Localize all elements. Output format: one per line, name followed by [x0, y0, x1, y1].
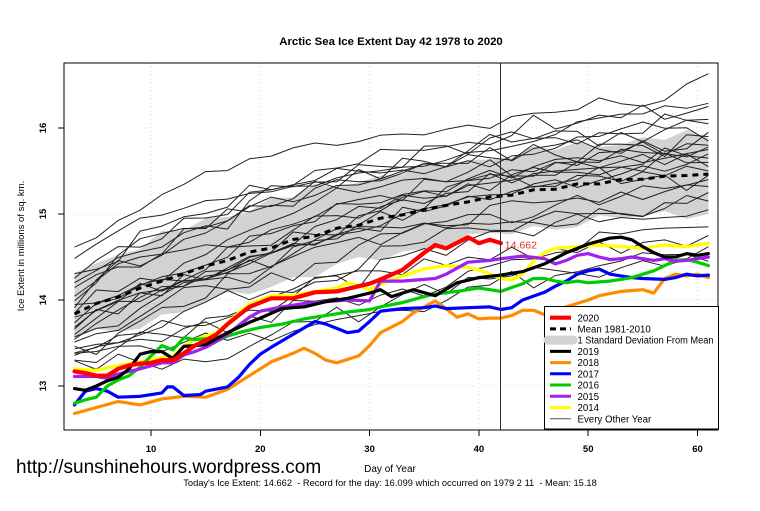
- svg-text:20: 20: [255, 444, 266, 455]
- svg-text:14: 14: [38, 294, 49, 305]
- svg-text:10: 10: [146, 444, 157, 455]
- svg-text:http://sunshinehours.wordpress: http://sunshinehours.wordpress.com: [16, 457, 321, 478]
- svg-text:2020: 2020: [578, 313, 600, 324]
- svg-text:15: 15: [38, 208, 49, 219]
- svg-text:40: 40: [474, 444, 485, 455]
- svg-text:2015: 2015: [578, 392, 600, 403]
- svg-text:16: 16: [38, 123, 49, 134]
- svg-text:Mean 1981-2010: Mean 1981-2010: [578, 325, 652, 336]
- svg-text:2016: 2016: [578, 381, 600, 392]
- svg-text:50: 50: [583, 444, 594, 455]
- svg-text:2019: 2019: [578, 347, 600, 358]
- svg-text:30: 30: [364, 444, 375, 455]
- svg-text:14.662: 14.662: [505, 240, 537, 252]
- svg-text:Ice Extent in millions of sq.: Ice Extent in millions of sq. km.: [16, 181, 27, 311]
- svg-text:Arctic Sea Ice Extent Day 42 1: Arctic Sea Ice Extent Day 42 1978 to 202…: [279, 36, 503, 48]
- svg-text:1 Standard Deviation From Mean: 1 Standard Deviation From Mean: [578, 336, 714, 347]
- svg-text:2014: 2014: [578, 403, 600, 414]
- svg-text:13: 13: [38, 381, 49, 392]
- svg-text:Today's Ice Extent: 14.662 -: Today's Ice Extent: 14.662 - Record for …: [183, 478, 597, 488]
- svg-text:Every Other Year: Every Other Year: [578, 414, 653, 425]
- svg-text:2018: 2018: [578, 358, 600, 369]
- svg-text:2017: 2017: [578, 369, 600, 380]
- svg-text:Day of Year: Day of Year: [364, 464, 416, 475]
- svg-text:60: 60: [692, 444, 703, 455]
